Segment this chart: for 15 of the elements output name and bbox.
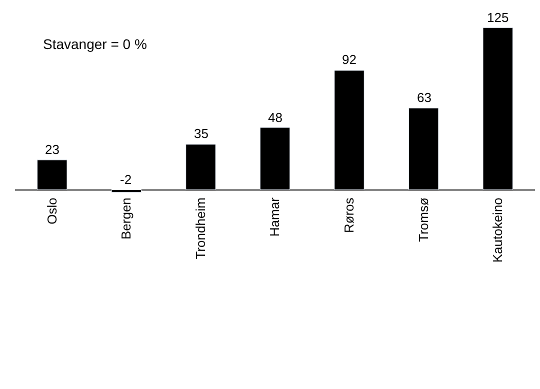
data-label: 35	[194, 126, 208, 141]
data-label: 63	[417, 90, 432, 105]
x-tick-label: Røros	[342, 197, 357, 233]
x-tick-label: Kautokeino	[490, 198, 506, 263]
data-label: 48	[268, 110, 282, 125]
data-label: -2	[120, 172, 132, 187]
x-tick-label: Bergen	[118, 198, 134, 240]
x-tick-label: Trondheim	[192, 198, 208, 260]
x-tick-label: Tromsø	[416, 198, 431, 242]
data-label: 125	[487, 10, 509, 25]
data-label: 92	[342, 52, 356, 67]
x-tick-label: Hamar	[267, 196, 282, 237]
annotation: Stavanger = 0 %	[43, 36, 147, 52]
data-label: 23	[45, 142, 60, 157]
x-tick-label: Oslo	[44, 198, 60, 224]
